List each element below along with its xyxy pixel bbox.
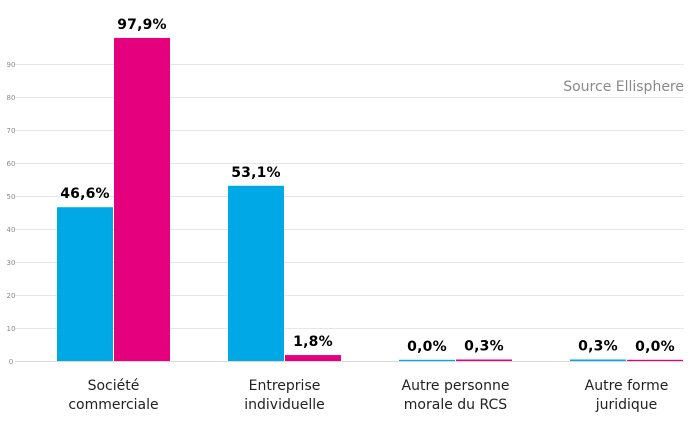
bar-series-1 bbox=[57, 207, 113, 361]
y-tick-label: 50 bbox=[7, 193, 16, 201]
y-tick-label: 20 bbox=[7, 292, 16, 300]
y-tick-label: 60 bbox=[7, 160, 16, 168]
bar-series-2 bbox=[114, 37, 170, 362]
source-label: Source Ellisphere bbox=[563, 79, 684, 95]
data-label: 0,0% bbox=[407, 339, 447, 355]
category-label: juridique bbox=[595, 397, 658, 413]
data-label: 0,3% bbox=[464, 339, 504, 355]
data-label: 53,1% bbox=[231, 165, 281, 181]
y-tick-label: 80 bbox=[7, 94, 16, 102]
y-axis-ticks: 0 10 20 30 40 50 60 70 80 90 bbox=[7, 61, 16, 366]
category-label: individuelle bbox=[244, 397, 324, 413]
data-label: 97,9% bbox=[117, 17, 167, 33]
data-label: 0,3% bbox=[578, 339, 618, 355]
data-labels: 46,6% 97,9% 53,1% 1,8% 0,0% 0,3% 0,3% 0,0% bbox=[60, 17, 675, 355]
data-label: 1,8% bbox=[293, 334, 333, 350]
y-tick-label: 10 bbox=[7, 325, 16, 333]
y-tick-label: 30 bbox=[7, 259, 16, 267]
bar-series-2 bbox=[456, 359, 512, 361]
category-label: Société bbox=[88, 378, 140, 394]
category-label: Entreprise bbox=[249, 378, 321, 394]
y-tick-label: 0 bbox=[9, 358, 13, 366]
bar-series-2 bbox=[627, 359, 683, 361]
category-label: Autre personne bbox=[402, 378, 510, 394]
y-tick-label: 90 bbox=[7, 61, 16, 69]
y-tick-label: 70 bbox=[7, 127, 16, 135]
data-label: 0,0% bbox=[635, 339, 675, 355]
y-tick-label: 40 bbox=[7, 226, 16, 234]
category-label: morale du RCS bbox=[404, 397, 508, 413]
bars bbox=[57, 37, 683, 362]
data-label: 46,6% bbox=[60, 186, 110, 202]
category-labels: Société commerciale Entreprise individuelle… bbox=[68, 378, 668, 413]
bar-series-2 bbox=[285, 355, 341, 361]
bar-series-1 bbox=[228, 185, 284, 361]
bar-series-1 bbox=[399, 359, 455, 361]
category-label: Autre forme bbox=[585, 378, 669, 394]
bar-series-1 bbox=[570, 359, 626, 361]
category-label: commerciale bbox=[68, 397, 158, 413]
